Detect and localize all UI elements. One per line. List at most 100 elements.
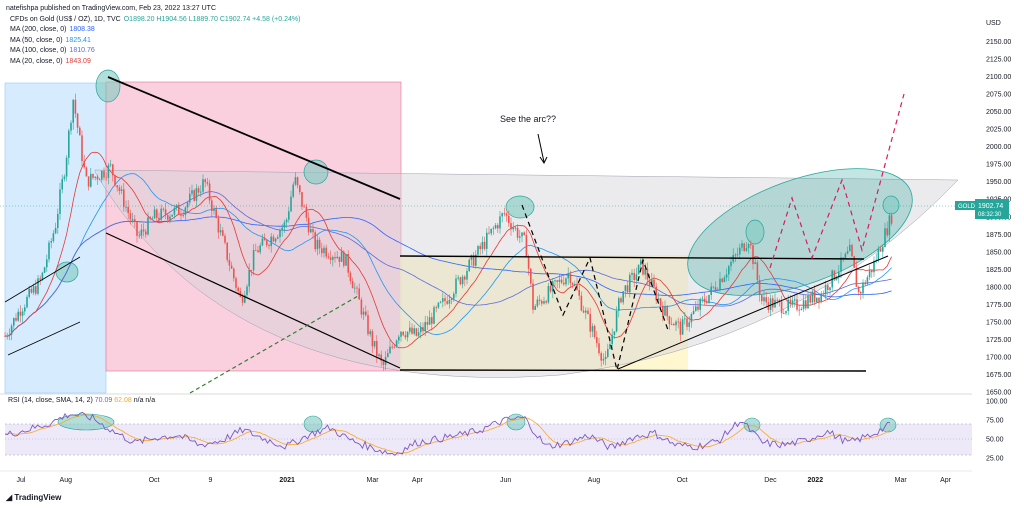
candle-body: [191, 190, 193, 194]
candle-body: [679, 321, 682, 335]
candle-body: [263, 238, 266, 241]
candle-body: [532, 283, 534, 310]
channel-bottom: [105, 232, 401, 369]
candle-body: [116, 185, 118, 188]
candle-body: [296, 177, 299, 186]
candle-body: [549, 286, 552, 292]
price-axis-unit: USD: [986, 20, 1001, 27]
price-tick: 2100.00: [986, 74, 1011, 81]
candle-body: [723, 277, 726, 282]
candle-body: [719, 278, 721, 290]
candle-body: [162, 208, 165, 210]
candle-body: [248, 269, 250, 287]
candle-body: [28, 288, 30, 297]
candle-body: [435, 307, 437, 309]
candle-body: [120, 189, 123, 191]
candle-body: [257, 250, 259, 253]
candle-body: [134, 219, 136, 222]
candle-body: [87, 176, 90, 187]
candle-body: [417, 332, 420, 336]
candle-body: [43, 267, 46, 273]
candle-body: [213, 208, 215, 211]
candle-body: [387, 353, 389, 358]
peak-marker-3: [505, 195, 535, 219]
rsi-pane: [4, 411, 972, 456]
ma-50-line: [4, 173, 892, 337]
candle-body: [868, 270, 871, 278]
green-dashed-projection: [189, 295, 359, 394]
yellow-range-box: [400, 255, 688, 371]
candle-body: [107, 165, 110, 178]
candle-body: [633, 272, 635, 280]
candle-body: [376, 340, 378, 357]
candle-body: [849, 244, 851, 252]
candle-body: [189, 193, 191, 203]
candle-body: [684, 318, 686, 320]
candle-body: [490, 228, 492, 234]
channel-top: [107, 76, 401, 200]
candle-body: [646, 268, 649, 280]
candle-body: [305, 206, 308, 218]
candle-body: [662, 305, 664, 316]
time-tick: 2022: [808, 477, 824, 484]
price-tag: GOLD 1902.74 08:32:30: [955, 199, 1009, 219]
candle-body: [180, 214, 182, 216]
candle-body: [123, 189, 125, 208]
legend: CFDs on Gold (US$ / OZ), 1D, TVC O1898.20…: [10, 15, 303, 67]
candle-body: [281, 227, 283, 231]
candle-body: [519, 236, 521, 238]
candle-body: [547, 286, 550, 303]
candle-body: [378, 354, 380, 357]
price-tick: 1725.00: [986, 337, 1011, 344]
rising-trendline: [617, 255, 889, 370]
candle-body: [567, 273, 569, 279]
candle-body: [279, 230, 281, 238]
candle-body: [637, 264, 640, 275]
candle-body: [822, 293, 825, 295]
candle-body: [530, 268, 532, 284]
candle-body: [857, 286, 860, 293]
symbol-label: CFDs on Gold (US$ / OZ), 1D, TVC: [10, 16, 121, 23]
candle-body: [466, 270, 468, 280]
candle-body: [15, 317, 17, 321]
candle-body: [13, 317, 15, 326]
candle-body: [193, 190, 195, 201]
rsi-marker-2: [303, 415, 323, 433]
candle-body: [890, 215, 893, 224]
candle-body: [290, 196, 292, 212]
candle-body: [10, 325, 13, 335]
candle-body: [98, 179, 101, 181]
candle-body: [90, 173, 92, 187]
rsi-marker-3: [506, 413, 526, 431]
candle-body: [882, 247, 884, 252]
rsi-band: [5, 424, 972, 455]
candle-body: [677, 321, 679, 323]
candle-body: [202, 179, 204, 192]
candle-body: [266, 240, 268, 246]
candle-body: [765, 297, 767, 303]
candle-body: [208, 183, 211, 201]
candle-body: [877, 248, 880, 260]
candle-body: [219, 230, 222, 233]
candle-body: [701, 298, 704, 300]
candle-body: [609, 343, 611, 350]
candle-body: [505, 213, 508, 216]
candle-body: [596, 337, 598, 344]
candle-body: [884, 228, 886, 248]
candle-body: [675, 321, 677, 326]
candle-body: [699, 299, 701, 310]
candle-body: [398, 336, 400, 341]
candle-body: [659, 298, 662, 306]
time-tick: Aug: [588, 477, 601, 484]
candle-body: [582, 310, 585, 313]
candle-body: [428, 317, 431, 325]
candle-body: [37, 278, 39, 294]
candle-body: [224, 235, 226, 243]
candle-body: [327, 256, 330, 258]
candle-body: [756, 262, 759, 281]
candle-body: [347, 254, 349, 273]
candle-body: [569, 273, 572, 284]
candle-body: [354, 287, 356, 289]
candle-body: [695, 306, 697, 311]
